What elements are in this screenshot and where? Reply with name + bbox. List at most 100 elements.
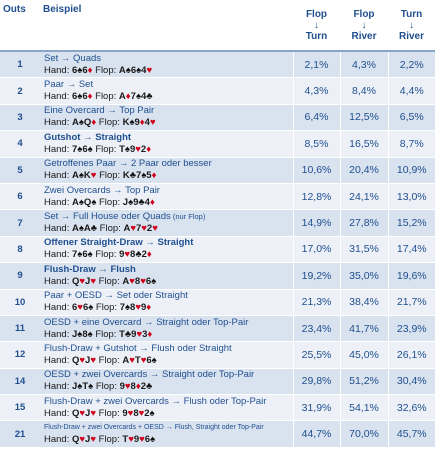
outs-value: 7 (0, 209, 40, 237)
hand-line: Hand: 6♥6♠ Flop: 7♠8♥9♦ (44, 302, 293, 314)
hand-label: Hand: (44, 381, 72, 393)
card-rank: Q (83, 117, 92, 129)
flop-label: Flop: (92, 143, 120, 155)
card-rank: 6 (82, 302, 89, 314)
card-rank: 4 (141, 64, 147, 76)
spade-icon: ♠ (87, 143, 93, 155)
card-rank: J (85, 407, 91, 419)
flop-label: Flop: (96, 196, 123, 208)
table-row: 21 Flush-Draw + zwei Overcards + OESD → F… (0, 420, 435, 448)
hand-line: Hand: J♠T♠ Flop: 9♥8♦2♣ (44, 381, 293, 393)
table-row: 5 Getroffenes Paar → 2 Paar oder besser Ha… (0, 157, 435, 184)
table-row: 4 Gutshot → Straight Hand: 7♠6♠ Flop: T♠9♥… (0, 130, 435, 158)
club-icon: ♣ (146, 91, 153, 103)
card-rank: A (118, 64, 126, 76)
outs-value: 12 (0, 341, 40, 369)
heart-icon: ♥ (127, 407, 134, 419)
down-arrow-icon: ↓ (361, 19, 367, 31)
hand-line: Hand: 6♠6♦ Flop: A♦7♠4♣ (44, 91, 293, 103)
card: 7♥ (136, 223, 147, 234)
pct-flop-turn: 4,3% (292, 77, 340, 105)
card-rank: 2 (140, 143, 147, 155)
spade-icon: ♠ (88, 302, 94, 314)
table-row: 1 Set → Quads Hand: 6♠6♦ Flop: A♠6♠4♥ 2,1% 4… (0, 51, 435, 79)
card-rank: 8 (133, 407, 139, 419)
example-title-text: Paar → Set (44, 79, 94, 91)
pct-flop-turn: 25,5% (292, 341, 340, 369)
example-cell: Set → Full House oder Quads (nur Flop) Ha… (40, 209, 293, 237)
card: 8♦ (131, 381, 141, 392)
club-icon: ♣ (124, 328, 132, 340)
header-flop-river: Flop ↓ River (340, 0, 388, 52)
card: 6♦ (82, 65, 92, 76)
club-icon: ♣ (138, 196, 145, 208)
example-title-text: OESD + eine Overcard → Straight oder Top… (44, 316, 249, 328)
card: T♥ (122, 434, 133, 445)
table-row: 14 OESD + zwei Overcards → Straight oder … (0, 368, 435, 396)
card-rank: Q (72, 275, 80, 287)
card: J♥ (85, 408, 96, 419)
card-rank: 8 (130, 249, 136, 261)
flop-label: Flop: (93, 302, 120, 314)
card: 5♦ (146, 170, 156, 181)
card: 2♣ (141, 381, 153, 392)
example-title: OESD + zwei Overcards → Straight oder To… (44, 369, 293, 381)
card: 9♦ (135, 117, 145, 128)
card-rank: A (72, 223, 79, 235)
card: 8♠ (82, 329, 92, 340)
outs-value: 1 (0, 51, 40, 79)
card-rank: 8 (130, 381, 136, 393)
outs-value: 14 (0, 368, 40, 396)
spade-icon: ♠ (77, 381, 83, 393)
card-rank: A (122, 275, 130, 287)
outs-value: 6 (0, 183, 40, 211)
hand-label: Hand: (44, 434, 72, 446)
card-rank: 6 (72, 64, 78, 76)
outs-value: 21 (0, 420, 40, 448)
card-rank: A (72, 117, 79, 129)
outs-value: 10 (0, 289, 40, 316)
card-rank: 2 (140, 381, 146, 393)
spade-icon: ♠ (78, 196, 84, 208)
card-rank: 9 (134, 117, 140, 129)
flop-label: Flop: (95, 407, 123, 419)
card: Q♦ (84, 117, 96, 128)
diamond-icon: ♦ (151, 170, 157, 182)
hand-line: Hand: Q♥J♥ Flop: A♥T♥6♠ (44, 355, 293, 367)
card: 6♦ (82, 91, 92, 102)
example-cell: Gutshot → Straight Hand: 7♠6♠ Flop: T♠9♥2… (40, 130, 293, 158)
pct-flop-turn: 8,5% (292, 130, 340, 158)
card-rank: Q (72, 354, 80, 366)
card-rank: 5 (146, 170, 152, 182)
spade-icon: ♠ (124, 143, 130, 155)
club-icon: ♣ (146, 381, 153, 393)
card: A♣ (84, 223, 97, 234)
example-title: Paar → Set (44, 79, 293, 91)
card: A♠ (72, 197, 84, 208)
card-rank: K (122, 170, 130, 182)
spade-icon: ♠ (77, 249, 83, 261)
card-rank: 8 (134, 275, 141, 287)
pct-flop-river: 51,2% (339, 368, 388, 396)
card: A♥ (123, 223, 136, 234)
card-rank: 4 (144, 117, 150, 129)
card-rank: 2 (144, 407, 150, 419)
card-rank: 8 (82, 328, 88, 340)
example-title: Zwei Overcards → Top Pair (44, 185, 293, 197)
card-rank: T (134, 354, 141, 366)
heart-icon: ♥ (129, 354, 135, 366)
header-flop-turn-top: Flop (305, 8, 328, 20)
card-rank: Q (72, 434, 80, 446)
pct-flop-turn: 29,8% (292, 368, 340, 396)
card-rank: J (85, 434, 91, 446)
spade-icon: ♠ (87, 328, 93, 340)
table-row: 6 Zwei Overcards → Top Pair Hand: A♠Q♠ Flo… (0, 183, 435, 211)
hand-line: Hand: A♠K♥ Flop: K♣7♠5♦ (44, 170, 293, 182)
pct-flop-turn: 17,0% (292, 236, 340, 264)
card: 6♠ (82, 144, 92, 155)
card: 6♠ (146, 355, 156, 366)
card-rank: J (72, 381, 78, 393)
diamond-icon: ♦ (146, 302, 152, 314)
table-row: 11 OESD + eine Overcard → Straight oder T… (0, 315, 435, 343)
example-title: Gutshot → Straight (44, 132, 293, 144)
